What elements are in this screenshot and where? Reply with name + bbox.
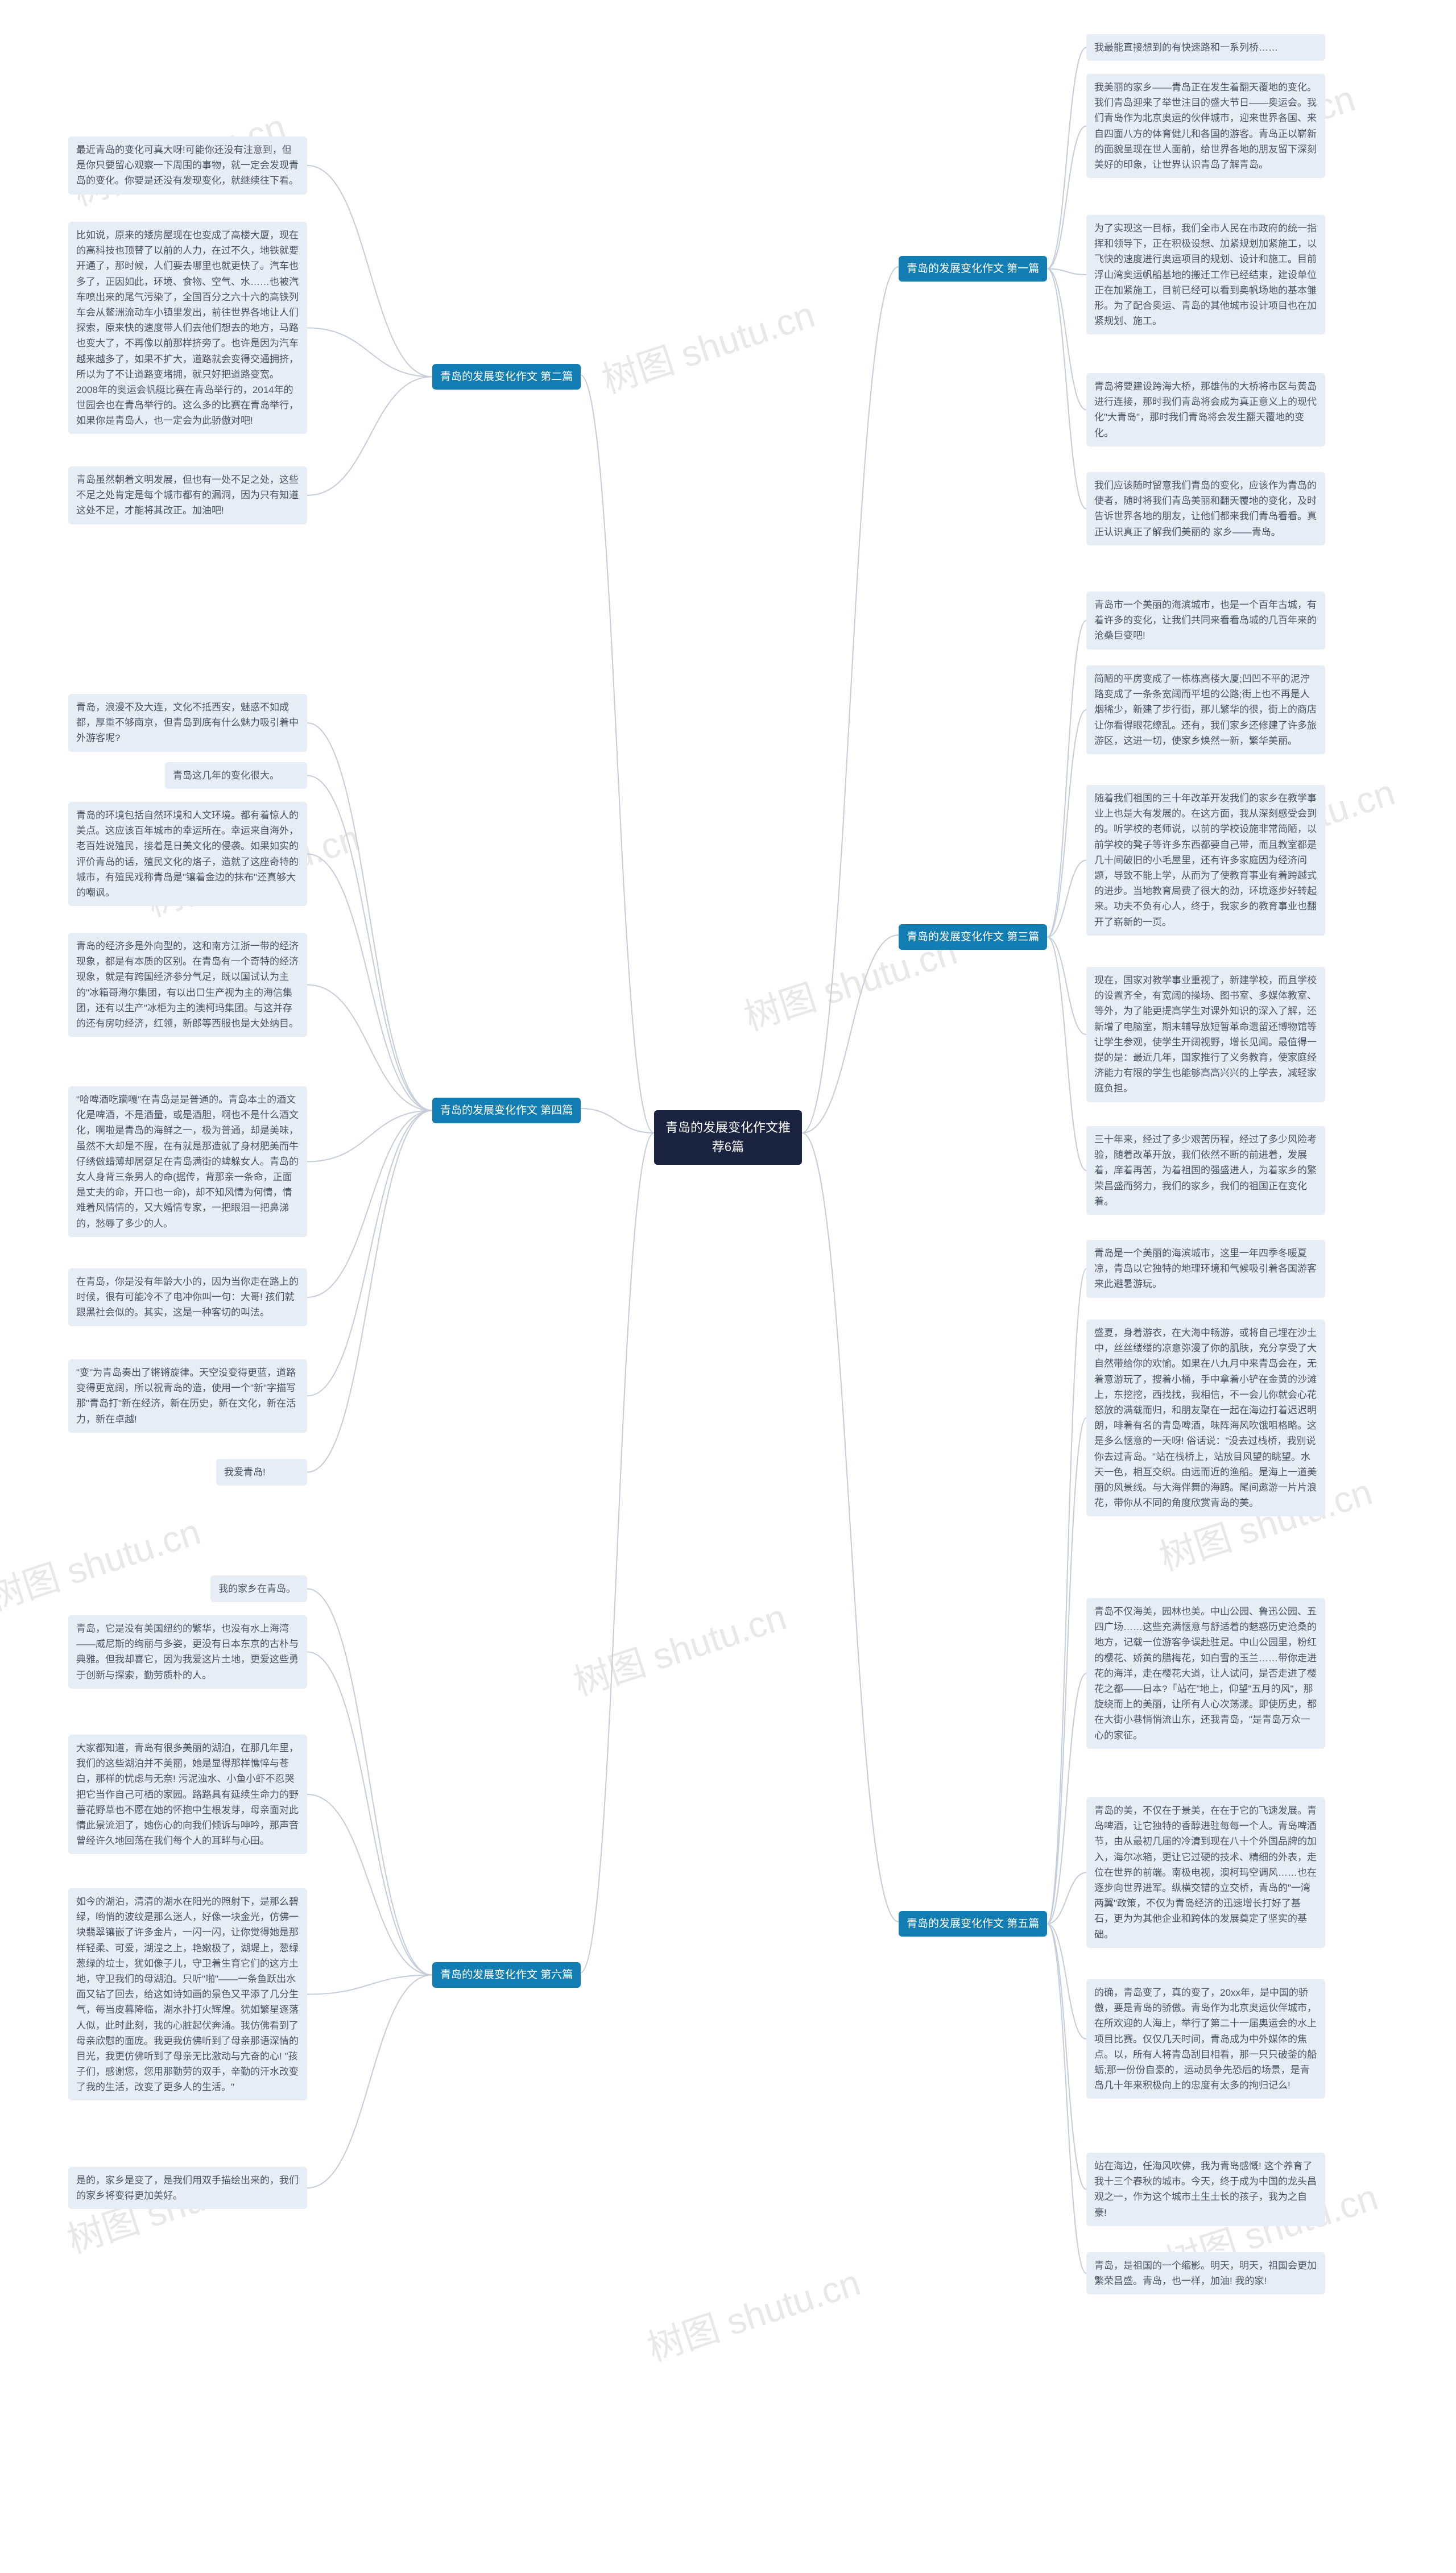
- branch-node: 青岛的发展变化作文 第三篇: [899, 924, 1047, 950]
- leaf-node: 青岛不仅海美，园林也美。中山公园、鲁迅公园、五四广场……这些充满惬意与舒适着的魅…: [1086, 1598, 1325, 1749]
- leaf-node: 简陋的平房变成了一栋栋高楼大厦;凹凹不平的泥泞路变成了一条条宽阔而平坦的公路;街…: [1086, 665, 1325, 754]
- branch-node: 青岛的发展变化作文 第四篇: [432, 1098, 581, 1123]
- leaf-node: 我美丽的家乡——青岛正在发生着翻天覆地的变化。我们青岛迎来了举世注目的盛大节日—…: [1086, 74, 1325, 178]
- branch-node: 青岛的发展变化作文 第一篇: [899, 256, 1047, 282]
- leaf-node: "变"为青岛奏出了锵锵旋律。天空没变得更蓝，道路变得更宽阔，所以祝青岛的造，使用…: [68, 1359, 307, 1433]
- leaf-node: 青岛，它是没有美国纽约的繁华，也没有水上海湾——威尼斯的绚丽与多姿，更没有日本东…: [68, 1615, 307, 1689]
- leaf-node: "哈啤酒吃躏嘎"在青岛是是普通的。青岛本土的酒文化是啤酒，不是酒量，或是酒胆，啊…: [68, 1086, 307, 1237]
- watermark: 树图 shutu.cn: [0, 1503, 206, 1620]
- leaf-node: 大家都知道，青岛有很多美丽的湖泊，在那几年里，我们的这些湖泊并不美丽，她是显得那…: [68, 1735, 307, 1854]
- leaf-node: 比如说，原来的矮房屋现在也变成了高楼大厦，现在的高科技也顶替了以前的人力，在过不…: [68, 222, 307, 434]
- leaf-node: 随着我们祖国的三十年改革开发我们的家乡在教学事业上也是大有发展的。在这方面，我从…: [1086, 785, 1325, 936]
- leaf-node: 站在海边，任海风吹佛，我为青岛感慨! 这个养育了我十三个春秋的城市。今天，终于成…: [1086, 2153, 1325, 2226]
- leaf-node: 的确，青岛变了，真的变了，20xx年，是中国的骄傲，要是青岛的骄傲。青岛作为北京…: [1086, 1979, 1325, 2099]
- leaf-node: 我爱青岛!: [216, 1459, 307, 1486]
- leaf-node: 青岛将要建设跨海大桥，那雄伟的大桥将市区与黄岛进行连接，那时我们青岛将会成为真正…: [1086, 373, 1325, 446]
- branch-node: 青岛的发展变化作文 第六篇: [432, 1962, 581, 1988]
- leaf-node: 我的家乡在青岛。: [210, 1575, 307, 1602]
- branch-node: 青岛的发展变化作文 第五篇: [899, 1911, 1047, 1937]
- leaf-node: 如今的湖泊，清清的湖水在阳光的照射下，是那么碧绿，哟悄的波纹是那么迷人，好像一块…: [68, 1888, 307, 2100]
- leaf-node: 青岛这几年的变化很大。: [165, 762, 307, 789]
- leaf-node: 青岛市一个美丽的海滨城市，也是一个百年古城，有着许多的变化，让我们共同来看看岛城…: [1086, 591, 1325, 650]
- leaf-node: 三十年来，经过了多少艰苦历程，经过了多少风险考验，随着改革开放，我们依然不断的前…: [1086, 1126, 1325, 1215]
- watermark: 树图 shutu.cn: [594, 286, 820, 403]
- watermark: 树图 shutu.cn: [640, 2253, 866, 2371]
- leaf-node: 青岛的环境包括自然环境和人文环境。都有着惊人的美点。这应该百年城市的幸运所在。幸…: [68, 802, 307, 906]
- leaf-node: 在青岛，你是没有年龄大小的，因为当你走在路上的时候，很有可能冷不了电冲你叫一句：…: [68, 1268, 307, 1326]
- leaf-node: 我们应该随时留意我们青岛的变化，应该作为青岛的使者，随时将我们青岛美丽和翻天覆地…: [1086, 472, 1325, 545]
- leaf-node: 我最能直接想到的有快速路和一系列桥……: [1086, 34, 1325, 61]
- leaf-node: 青岛，浪漫不及大连，文化不抵西安，魅惑不如成都，厚重不够南京，但青岛到底有什么魅…: [68, 694, 307, 752]
- leaf-node: 青岛的经济多是外向型的，这和南方江浙一带的经济现象，都是有本质的区别。在青岛有一…: [68, 933, 307, 1037]
- leaf-node: 青岛是一个美丽的海滨城市，这里一年四季冬暖夏凉，青岛以它独特的地理环境和气候吸引…: [1086, 1240, 1325, 1298]
- leaf-node: 为了实现这一目标，我们全市人民在市政府的统一指挥和领导下，正在积极设想、加紧规划…: [1086, 215, 1325, 334]
- leaf-node: 最近青岛的变化可真大呀!可能你还没有注意到，但是你只要留心观察一下周围的事物，就…: [68, 136, 307, 195]
- leaf-node: 盛夏，身着游衣，在大海中畅游，或将自己埋在沙土中，丝丝缕缕的凉意弥漫了你的肌肤，…: [1086, 1319, 1325, 1516]
- leaf-node: 现在，国家对教学事业重视了，新建学校，而且学校的设置齐全，有宽阔的操场、图书室、…: [1086, 967, 1325, 1102]
- branch-node: 青岛的发展变化作文 第二篇: [432, 364, 581, 390]
- root-node: 青岛的发展变化作文推荐6篇: [654, 1110, 802, 1165]
- watermark: 树图 shutu.cn: [566, 1588, 792, 1706]
- leaf-node: 是的，家乡是变了，是我们用双手描绘出来的，我们的家乡将变得更加美好。: [68, 2167, 307, 2209]
- leaf-node: 青岛，是祖国的一个缩影。明天，明天，祖国会更加繁荣昌盛。青岛，也一样，加油! 我…: [1086, 2252, 1325, 2294]
- leaf-node: 青岛虽然朝着文明发展，但也有一处不足之处，这些不足之处肯定是每个城市都有的漏洞，…: [68, 466, 307, 524]
- leaf-node: 青岛的美，不仅在于景美，在在于它的飞速发展。青岛啤酒，让它独特的香醇进驻每每一个…: [1086, 1797, 1325, 1948]
